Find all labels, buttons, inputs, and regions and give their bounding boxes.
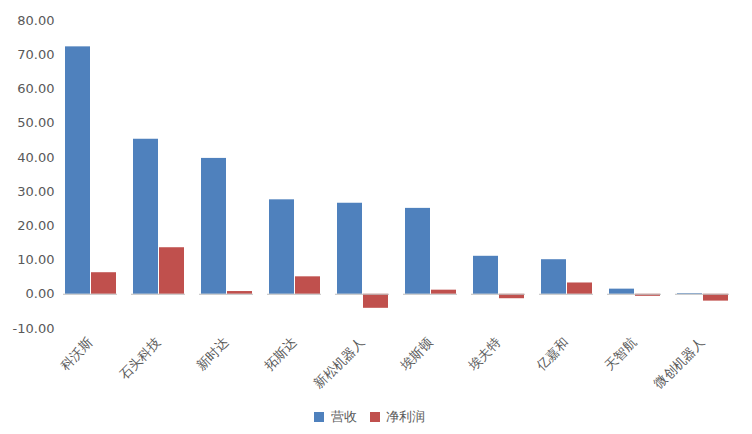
svg-text:0.00: 0.00 [26, 286, 55, 301]
html-text:营收: 营收 [330, 408, 357, 424]
svg-text:埃夫特: 埃夫特 [465, 335, 504, 374]
svg-text:亿嘉和: 亿嘉和 [533, 335, 572, 374]
svg-text:-10.00: -10.00 [13, 321, 55, 336]
svg-text:20.00: 20.00 [17, 218, 54, 233]
svg-text:微创机器人: 微创机器人 [651, 335, 708, 392]
svg-text:10.00: 10.00 [17, 252, 54, 267]
svg-text:新时达: 新时达 [193, 335, 231, 373]
svg-text:石头科技: 石头科技 [116, 335, 163, 382]
svg-text:70.00: 70.00 [17, 47, 54, 62]
svg-text:新松机器人: 新松机器人 [311, 335, 368, 392]
html-text:净利润: 净利润 [386, 408, 425, 424]
svg-text:天智航: 天智航 [601, 335, 639, 373]
svg-text:拓斯达: 拓斯达 [261, 335, 300, 374]
svg-text:50.00: 50.00 [17, 115, 54, 130]
svg-text:30.00: 30.00 [17, 184, 54, 199]
svg-text:埃斯顿: 埃斯顿 [397, 335, 436, 374]
svg-text:60.00: 60.00 [17, 81, 54, 96]
svg-text:80.00: 80.00 [17, 13, 54, 28]
svg-text:科沃斯: 科沃斯 [57, 335, 95, 373]
svg-text:40.00: 40.00 [17, 150, 54, 165]
